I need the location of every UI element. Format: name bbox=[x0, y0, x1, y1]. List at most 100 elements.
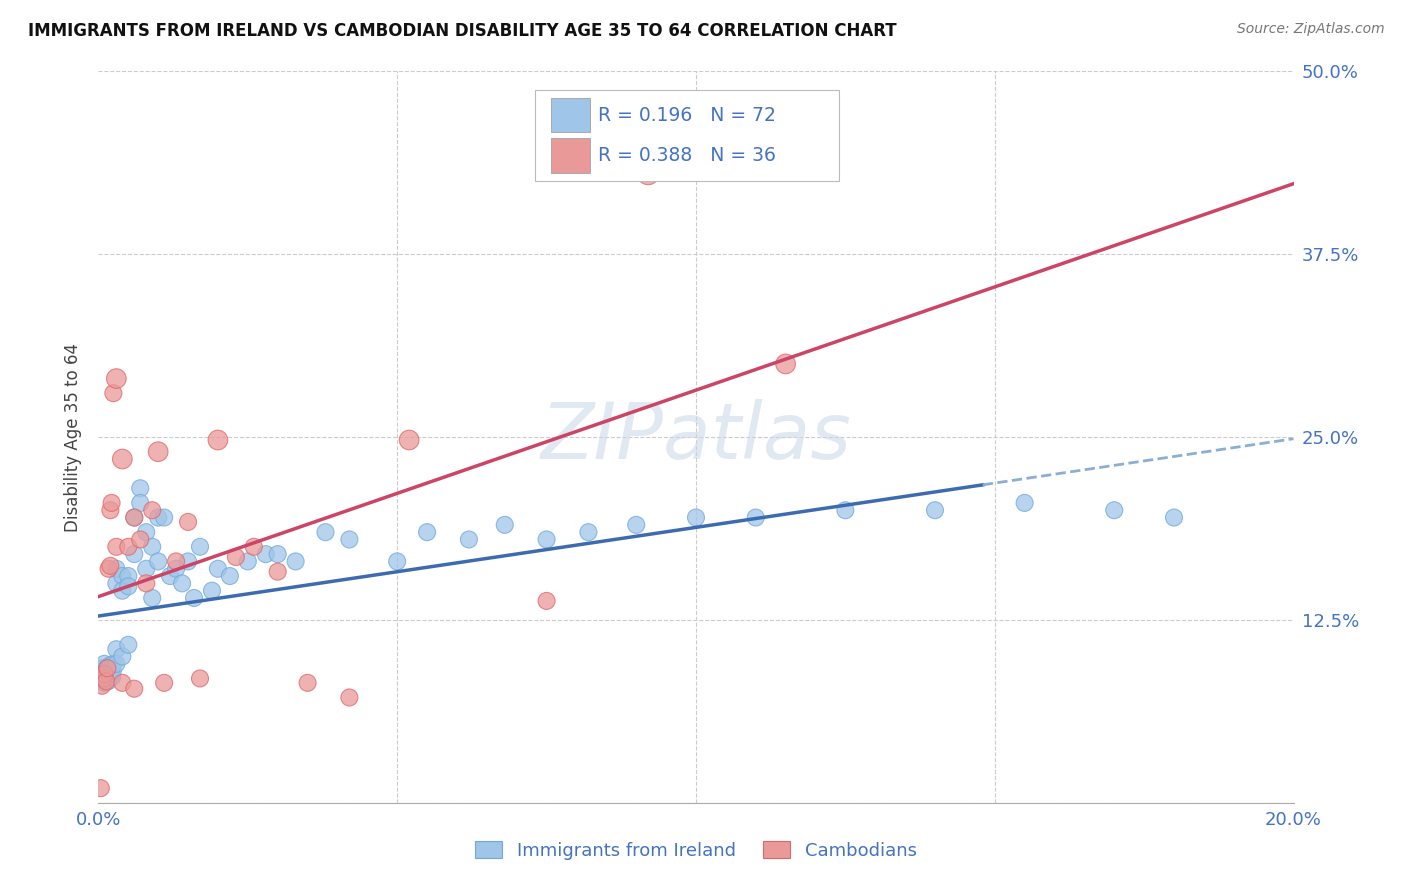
Point bbox=[153, 676, 176, 690]
Point bbox=[165, 562, 187, 576]
Point bbox=[135, 525, 157, 540]
Point bbox=[93, 657, 115, 671]
Point bbox=[111, 649, 134, 664]
Point bbox=[98, 665, 122, 680]
FancyBboxPatch shape bbox=[534, 90, 839, 181]
Point bbox=[339, 690, 361, 705]
Point bbox=[101, 670, 124, 684]
Point bbox=[117, 579, 139, 593]
Point bbox=[93, 667, 115, 681]
Point bbox=[124, 510, 146, 524]
Point bbox=[91, 667, 114, 681]
Point bbox=[416, 525, 439, 540]
Point bbox=[536, 533, 558, 547]
Point bbox=[254, 547, 277, 561]
Point bbox=[124, 510, 146, 524]
Point bbox=[177, 554, 200, 568]
Point bbox=[98, 658, 122, 673]
Point bbox=[100, 661, 122, 675]
Point bbox=[96, 672, 118, 686]
Point bbox=[297, 676, 319, 690]
Point bbox=[165, 554, 187, 568]
Point bbox=[1163, 510, 1185, 524]
Point bbox=[141, 503, 163, 517]
Point bbox=[201, 583, 224, 598]
Point bbox=[536, 594, 558, 608]
Point bbox=[685, 510, 707, 524]
Point bbox=[129, 481, 152, 495]
Point bbox=[188, 672, 211, 686]
Point bbox=[98, 558, 122, 573]
Point bbox=[97, 674, 120, 689]
Point bbox=[103, 386, 125, 401]
Point bbox=[105, 642, 128, 657]
Point bbox=[153, 510, 176, 524]
Text: IMMIGRANTS FROM IRELAND VS CAMBODIAN DISABILITY AGE 35 TO 64 CORRELATION CHART: IMMIGRANTS FROM IRELAND VS CAMBODIAN DIS… bbox=[28, 22, 897, 40]
Point bbox=[207, 433, 229, 447]
Point bbox=[148, 554, 170, 568]
Point bbox=[111, 569, 134, 583]
Point bbox=[458, 533, 481, 547]
Text: R = 0.196   N = 72: R = 0.196 N = 72 bbox=[598, 106, 776, 125]
Point bbox=[100, 668, 122, 682]
Point bbox=[111, 583, 134, 598]
Point bbox=[243, 540, 266, 554]
Point bbox=[172, 576, 194, 591]
Point bbox=[89, 664, 111, 678]
Point bbox=[117, 638, 139, 652]
Point bbox=[1014, 496, 1036, 510]
Point bbox=[578, 525, 600, 540]
Point bbox=[105, 371, 128, 385]
Point bbox=[315, 525, 337, 540]
Point bbox=[96, 661, 118, 675]
Point bbox=[626, 517, 648, 532]
Point bbox=[105, 540, 128, 554]
Point bbox=[183, 591, 205, 605]
Point bbox=[91, 661, 114, 675]
Point bbox=[93, 670, 115, 684]
Point bbox=[90, 672, 112, 686]
Point bbox=[225, 549, 247, 564]
Point bbox=[101, 664, 124, 678]
Point bbox=[267, 565, 290, 579]
Point bbox=[159, 569, 181, 583]
Point bbox=[97, 663, 120, 677]
Point bbox=[93, 672, 115, 686]
Text: ZIPatlas: ZIPatlas bbox=[540, 399, 852, 475]
Point bbox=[117, 569, 139, 583]
Point bbox=[637, 167, 659, 181]
Point bbox=[97, 562, 120, 576]
Point bbox=[105, 562, 128, 576]
Point bbox=[93, 676, 115, 690]
Point bbox=[129, 533, 152, 547]
Point bbox=[111, 676, 134, 690]
Point bbox=[177, 515, 200, 529]
Point bbox=[834, 503, 856, 517]
Point bbox=[219, 569, 242, 583]
Y-axis label: Disability Age 35 to 64: Disability Age 35 to 64 bbox=[63, 343, 82, 532]
FancyBboxPatch shape bbox=[551, 138, 589, 173]
Point bbox=[141, 540, 163, 554]
Point bbox=[91, 679, 114, 693]
Legend: Immigrants from Ireland, Cambodians: Immigrants from Ireland, Cambodians bbox=[468, 834, 924, 867]
Point bbox=[148, 444, 170, 458]
Point bbox=[98, 670, 121, 684]
Point bbox=[745, 510, 768, 524]
Point bbox=[98, 503, 122, 517]
Point bbox=[135, 562, 157, 576]
Point bbox=[135, 576, 157, 591]
Point bbox=[98, 659, 121, 673]
FancyBboxPatch shape bbox=[551, 98, 589, 132]
Point bbox=[96, 667, 118, 681]
Point bbox=[100, 496, 122, 510]
Point bbox=[105, 576, 128, 591]
Point bbox=[129, 496, 152, 510]
Point bbox=[96, 661, 118, 675]
Point bbox=[96, 674, 118, 689]
Point bbox=[339, 533, 361, 547]
Point bbox=[141, 591, 163, 605]
Point bbox=[1104, 503, 1126, 517]
Point bbox=[267, 547, 290, 561]
Point bbox=[188, 540, 211, 554]
Point bbox=[924, 503, 946, 517]
